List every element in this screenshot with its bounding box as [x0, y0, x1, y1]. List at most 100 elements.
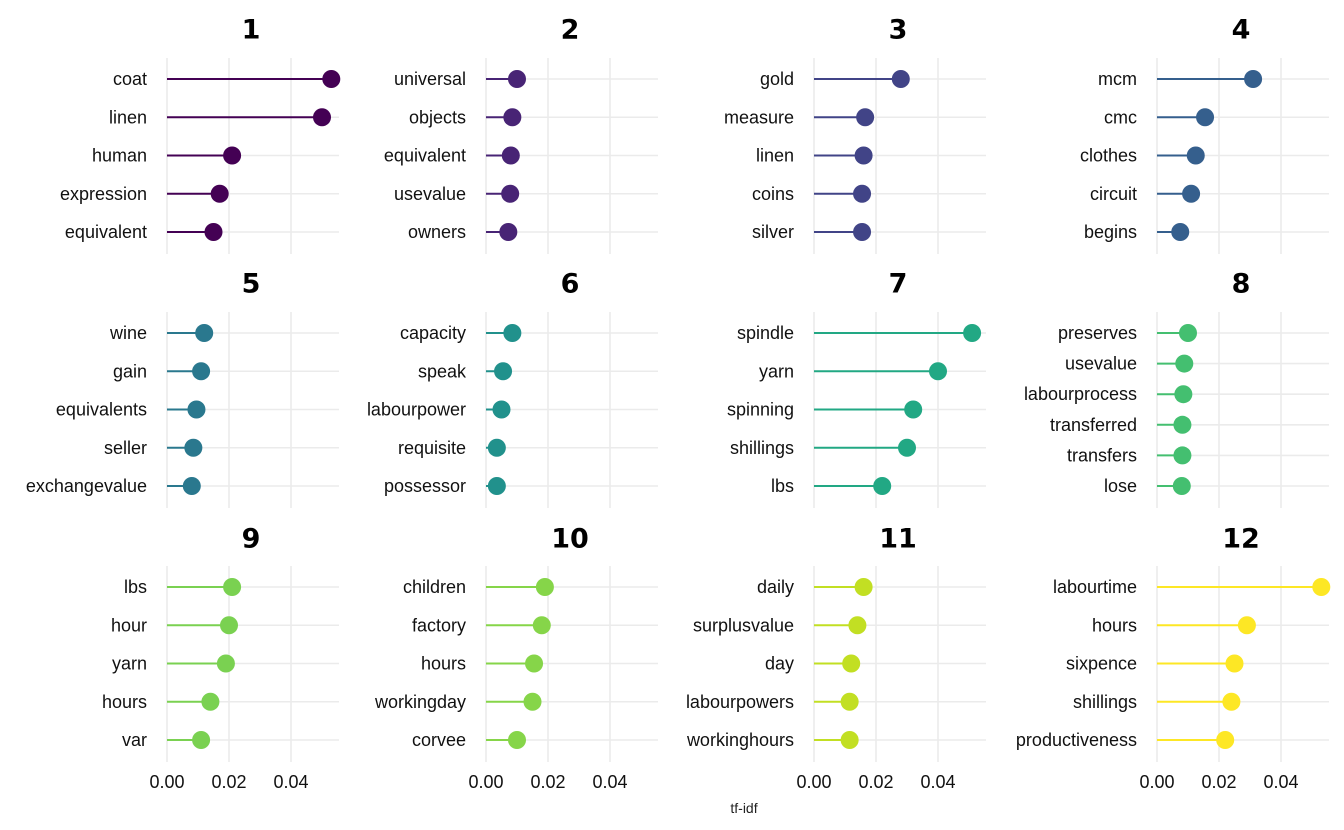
- lollipop-point: [1174, 385, 1193, 404]
- facet-title: 11: [879, 524, 917, 555]
- lollipop-point: [1182, 184, 1201, 203]
- lollipop-point: [1216, 731, 1235, 749]
- term-label: hours: [421, 654, 466, 674]
- term-label: usevalue: [394, 184, 466, 204]
- facet-title: 3: [889, 15, 908, 46]
- lollipop-point: [204, 223, 223, 241]
- term-label: preserves: [1058, 323, 1137, 343]
- term-label: lose: [1104, 476, 1137, 496]
- term-label: yarn: [112, 654, 147, 674]
- term-label: daily: [757, 577, 794, 597]
- term-label: wine: [109, 323, 147, 343]
- lollipop-point: [220, 616, 238, 635]
- lollipop-point: [184, 438, 203, 457]
- term-label: labourtime: [1053, 577, 1137, 597]
- term-label: gain: [113, 361, 147, 381]
- x-tick-label: 0.00: [1139, 772, 1174, 792]
- facet-panel-10: 10 children factory hours workingday corvee 0.…: [374, 524, 658, 792]
- term-label: shillings: [1073, 692, 1137, 712]
- x-tick-label: 0.00: [468, 772, 503, 792]
- term-label: labourpowers: [686, 692, 794, 712]
- lollipop-point: [501, 184, 520, 203]
- term-label: linen: [756, 146, 794, 166]
- lollipop-point: [1173, 415, 1192, 434]
- lollipop-point: [1171, 223, 1190, 241]
- x-tick-label: 0.00: [149, 772, 184, 792]
- lollipop-point: [1173, 446, 1192, 465]
- facet-panel-11: 11 daily surplusvalue day labourpowers workin…: [686, 524, 986, 792]
- term-label: shillings: [730, 438, 794, 458]
- term-label: productiveness: [1016, 730, 1137, 750]
- term-label: requisite: [398, 438, 466, 458]
- term-label: gold: [760, 69, 794, 89]
- term-label: sixpence: [1066, 654, 1137, 674]
- lollipop-point: [503, 108, 522, 127]
- lollipop-point: [508, 70, 526, 88]
- term-label: possessor: [384, 476, 466, 496]
- term-label: seller: [104, 438, 147, 458]
- lollipop-point: [223, 146, 242, 165]
- term-label: cmc: [1104, 107, 1137, 127]
- lollipop-point: [523, 692, 542, 711]
- lollipop-point: [1172, 477, 1191, 495]
- x-axis-title: tf-idf: [730, 800, 757, 816]
- term-label: expression: [60, 184, 147, 204]
- lollipop-point: [1175, 354, 1194, 373]
- lollipop-point: [854, 146, 873, 165]
- x-tick-label: 0.02: [1201, 772, 1236, 792]
- lollipop-point: [856, 108, 875, 127]
- lollipop-point: [904, 400, 923, 419]
- term-label: labourprocess: [1024, 384, 1137, 404]
- lollipop-point: [840, 731, 859, 749]
- facet-title: 5: [242, 269, 261, 300]
- lollipop-point: [1222, 692, 1241, 711]
- term-label: transfers: [1067, 445, 1137, 465]
- facet-panel-4: 4 mcm cmc clothes circuit begins: [1080, 15, 1329, 254]
- lollipop-point: [501, 146, 520, 165]
- lollipop-point: [1186, 146, 1205, 165]
- term-label: usevalue: [1065, 354, 1137, 374]
- lollipop-point: [1312, 578, 1331, 596]
- term-label: hours: [102, 692, 147, 712]
- term-label: spinning: [727, 400, 794, 420]
- facet-title: 8: [1232, 269, 1251, 300]
- x-tick-label: 0.04: [592, 772, 627, 792]
- lollipop-point: [535, 578, 554, 596]
- facet-panel-7: 7 spindle yarn spinning shillings lbs: [727, 269, 986, 508]
- lollipop-point: [192, 362, 211, 381]
- lollipop-point: [840, 692, 859, 711]
- facet-panel-3: 3 gold measure linen coins silver: [724, 15, 986, 254]
- term-label: workinghours: [686, 730, 794, 750]
- facet-title: 12: [1222, 524, 1260, 555]
- lollipop-point: [842, 654, 861, 673]
- lollipop-point: [210, 184, 229, 203]
- lollipop-point: [1237, 616, 1256, 635]
- term-label: mcm: [1098, 69, 1137, 89]
- facet-panel-2: 2 universal objects equivalent usevalue owner…: [384, 15, 658, 254]
- term-label: factory: [412, 615, 466, 635]
- term-label: surplusvalue: [693, 615, 794, 635]
- term-label: human: [92, 146, 147, 166]
- lollipop-point: [525, 654, 544, 673]
- term-label: coat: [113, 69, 147, 89]
- lollipop-point: [187, 400, 206, 419]
- lollipop-point: [898, 438, 916, 457]
- facet-panel-1: 1 coat linen human expression equivalent: [60, 15, 341, 254]
- lollipop-point: [195, 324, 214, 342]
- term-label: objects: [409, 107, 466, 127]
- term-label: day: [765, 654, 794, 674]
- lollipop-point: [1225, 654, 1244, 673]
- term-label: universal: [394, 69, 466, 89]
- term-label: spindle: [737, 323, 794, 343]
- term-label: linen: [109, 107, 147, 127]
- facet-title: 1: [242, 15, 261, 46]
- term-label: hours: [1092, 615, 1137, 635]
- term-label: exchangevalue: [26, 476, 147, 496]
- lollipop-point: [492, 400, 511, 419]
- facet-title: 2: [561, 15, 580, 46]
- term-label: yarn: [759, 361, 794, 381]
- facet-panel-6: 6 capacity speak labourpower requisite posses…: [367, 269, 658, 508]
- term-label: speak: [418, 361, 467, 381]
- term-label: circuit: [1090, 184, 1137, 204]
- x-tick-label: 0.02: [530, 772, 565, 792]
